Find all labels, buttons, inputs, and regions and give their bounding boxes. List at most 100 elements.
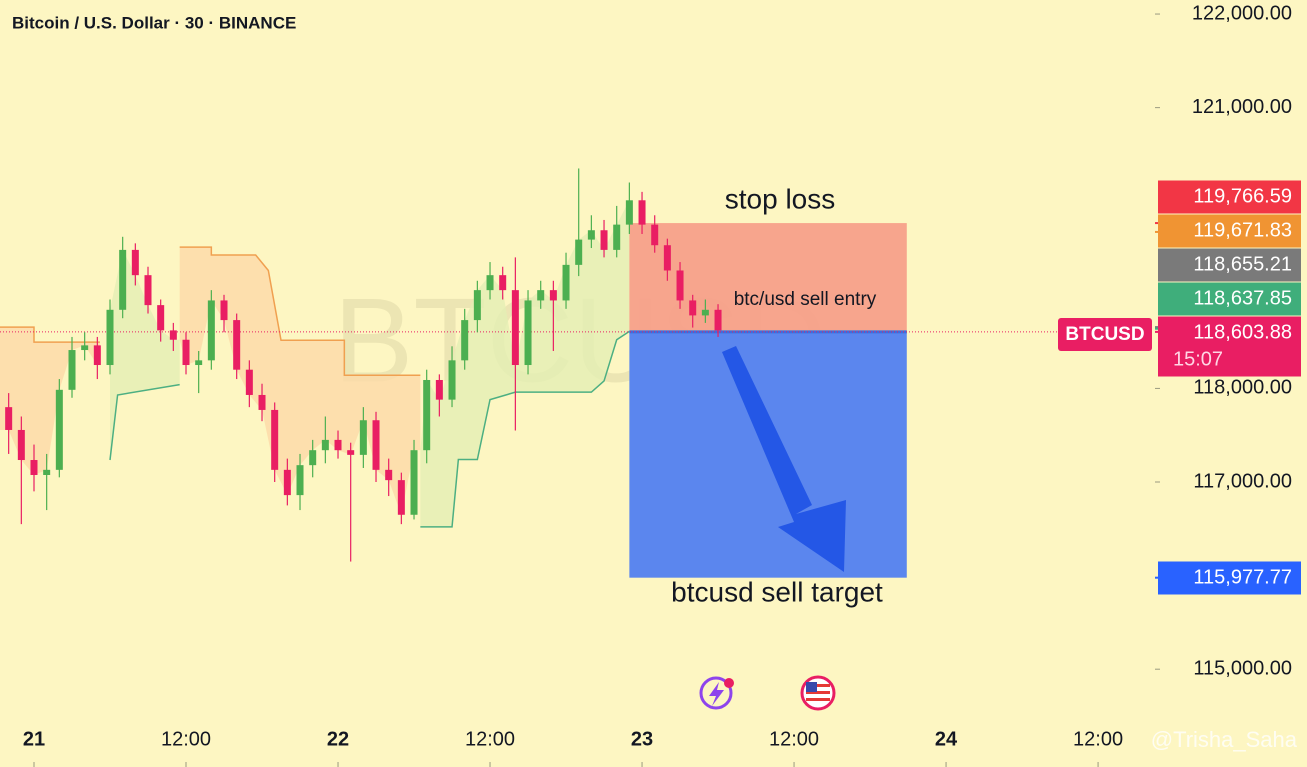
candle-body	[397, 480, 405, 515]
candle-body	[461, 320, 469, 361]
candle-body	[701, 309, 709, 316]
candle-body	[182, 339, 190, 366]
candle-body	[321, 439, 329, 451]
candle-body	[93, 345, 101, 366]
candle-body	[5, 407, 13, 430]
candle-body	[283, 469, 291, 496]
candle-body	[106, 309, 114, 366]
candle-body	[296, 465, 304, 496]
candle-body	[663, 245, 671, 271]
candle-body	[410, 450, 418, 515]
candle-body	[638, 200, 646, 225]
candle-body	[676, 270, 684, 301]
candle-body	[435, 379, 443, 400]
entry-label: btc/usd sell entry	[734, 289, 877, 310]
candle-body	[309, 450, 317, 466]
price-tag-label: 118,637.85	[1193, 287, 1292, 309]
countdown: 15:07	[1173, 348, 1223, 370]
candle-body	[359, 420, 367, 455]
price-tag	[1158, 316, 1301, 377]
y-tick-label: 122,000.00	[1192, 2, 1292, 24]
candle-body	[245, 369, 253, 395]
target-label: btcusd sell target	[671, 576, 883, 607]
candle-body	[714, 309, 722, 331]
candle-body	[157, 305, 165, 331]
candle-body	[587, 230, 595, 240]
trend-line	[0, 246, 421, 377]
icon-lightning	[699, 676, 734, 710]
price-tag	[1158, 282, 1301, 316]
candle-body	[613, 224, 621, 250]
candle-body	[625, 200, 633, 225]
candle-body	[119, 249, 127, 310]
author-watermark: @Trisha_Saha	[1151, 727, 1298, 752]
candle-body	[511, 290, 519, 366]
candle-body	[549, 290, 557, 301]
candle-body	[423, 379, 431, 451]
candle-body	[562, 264, 570, 301]
icon-flag	[800, 675, 836, 711]
price-tag-label: 119,671.83	[1193, 219, 1292, 241]
candle-body	[499, 275, 507, 291]
arrow	[722, 346, 846, 572]
candle-body	[131, 249, 139, 276]
trend-line	[109, 330, 630, 528]
price-tag	[1158, 180, 1301, 214]
candle-body	[169, 330, 177, 340]
chart-title: Bitcoin / U.S. Dollar · 30 · BINANCE	[12, 13, 296, 32]
candle-body	[220, 300, 228, 321]
stop-loss-label: stop loss	[725, 183, 836, 214]
price-tag	[1158, 561, 1301, 595]
x-tick-label: 12:00	[161, 728, 211, 750]
stop-zone	[629, 223, 907, 332]
candle-body	[258, 394, 266, 410]
candle-body	[372, 420, 380, 470]
candle-body	[68, 350, 76, 390]
candle-body	[537, 290, 545, 301]
candle-body	[233, 320, 241, 370]
candle-body	[17, 429, 25, 461]
y-tick-label: 118,000.00	[1193, 377, 1292, 399]
trend-fill	[0, 327, 100, 475]
price-tag	[1158, 248, 1301, 282]
candle-body	[55, 389, 63, 470]
price-tag-label: 119,766.59	[1193, 185, 1292, 207]
trend-fill	[179, 247, 421, 515]
x-tick-label: 24	[935, 728, 958, 750]
candle-body	[473, 290, 481, 321]
candle-body	[347, 450, 355, 455]
symbol-tag	[1058, 318, 1152, 351]
candle-body	[195, 360, 203, 366]
price-tag	[1158, 214, 1301, 248]
symbol-label: BTCUSD	[1065, 324, 1144, 345]
candle-body	[651, 224, 659, 246]
y-tick-label: 121,000.00	[1192, 96, 1292, 118]
x-tick-label: 22	[327, 728, 349, 750]
x-tick-label: 21	[23, 728, 45, 750]
candle-body	[524, 300, 532, 366]
candle-body	[144, 275, 152, 306]
candle-body	[81, 345, 89, 351]
candle-body	[486, 275, 494, 291]
candle-body	[207, 300, 215, 361]
candle-body	[575, 239, 583, 265]
candle-body	[334, 439, 342, 451]
x-tick-label: 12:00	[1073, 728, 1123, 750]
candle-body	[30, 460, 38, 475]
candle-body	[385, 469, 393, 481]
candle-body	[271, 409, 279, 470]
price-tag-label: 118,603.88	[1193, 321, 1292, 343]
price-tag-label: 115,977.77	[1193, 566, 1292, 588]
candle-body	[600, 230, 608, 250]
x-tick-label: 12:00	[769, 728, 819, 750]
y-tick-label: 117,000.00	[1193, 470, 1292, 492]
y-tick-label: 115,000.00	[1193, 657, 1292, 679]
candle-body	[448, 360, 456, 400]
candle-body	[43, 469, 51, 475]
x-tick-label: 12:00	[465, 728, 515, 750]
candle-body	[689, 300, 697, 316]
x-tick-label: 23	[631, 728, 653, 750]
trend-fill	[110, 249, 180, 461]
price-tag-label: 118,655.21	[1193, 253, 1292, 275]
